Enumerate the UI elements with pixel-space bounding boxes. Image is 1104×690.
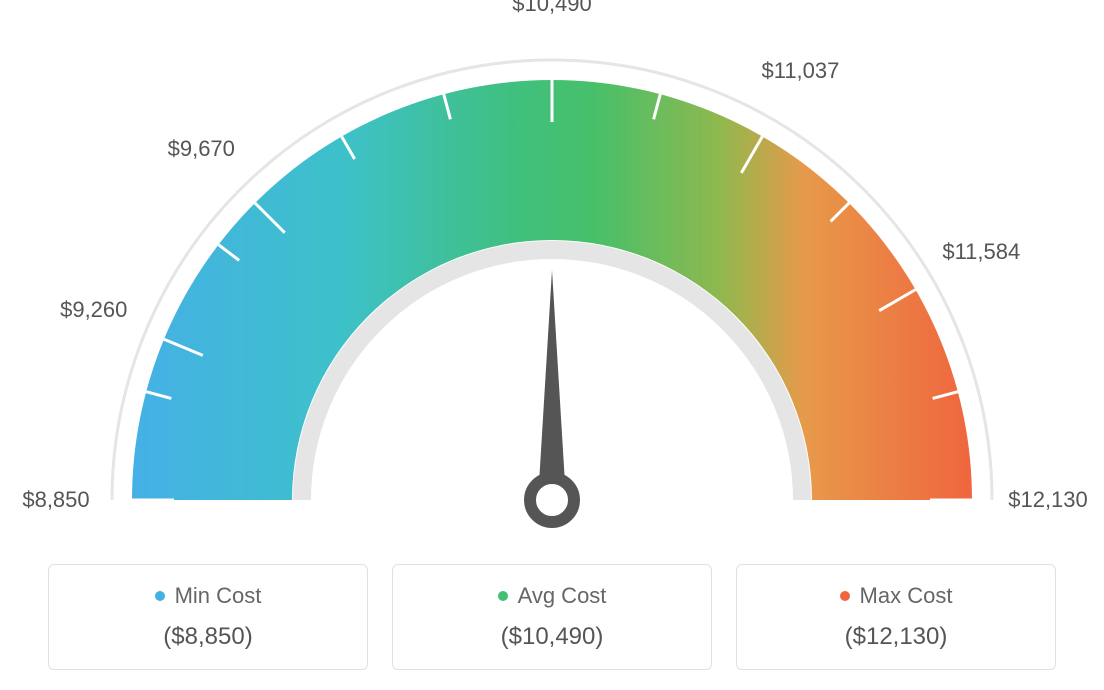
legend-card: Avg Cost ($10,490) (392, 564, 712, 670)
legend-value: ($8,850) (59, 623, 357, 651)
legend-title: Avg Cost (498, 583, 607, 609)
gauge-tick-label: $12,130 (1008, 487, 1088, 513)
legend-title-text: Max Cost (860, 583, 953, 609)
legend-dot-icon (498, 591, 508, 601)
gauge-needle (538, 270, 566, 500)
needle-hub (530, 478, 574, 522)
legend-row: Min Cost ($8,850) Avg Cost ($10,490) Max Cos… (0, 564, 1104, 670)
gauge-chart: $8,850 $9,260 $9,670 $10,490 $11,037 $11,584 $… (0, 0, 1104, 560)
legend-card: Min Cost ($8,850) (48, 564, 368, 670)
gauge-tick-label: $9,670 (168, 136, 235, 162)
gauge-svg (0, 0, 1104, 560)
gauge-tick-label: $11,584 (942, 239, 1020, 265)
gauge-tick-label: $8,850 (22, 487, 89, 513)
legend-card: Max Cost ($12,130) (736, 564, 1056, 670)
legend-dot-icon (840, 591, 850, 601)
legend-value: ($12,130) (747, 623, 1045, 651)
legend-dot-icon (155, 591, 165, 601)
gauge-tick-label: $11,037 (761, 58, 839, 84)
legend-title: Min Cost (155, 583, 262, 609)
legend-title-text: Min Cost (175, 583, 262, 609)
gauge-tick-label: $10,490 (512, 0, 592, 17)
legend-title: Max Cost (840, 583, 953, 609)
gauge-tick-label: $9,260 (60, 297, 127, 323)
legend-value: ($10,490) (403, 623, 701, 651)
legend-title-text: Avg Cost (518, 583, 607, 609)
